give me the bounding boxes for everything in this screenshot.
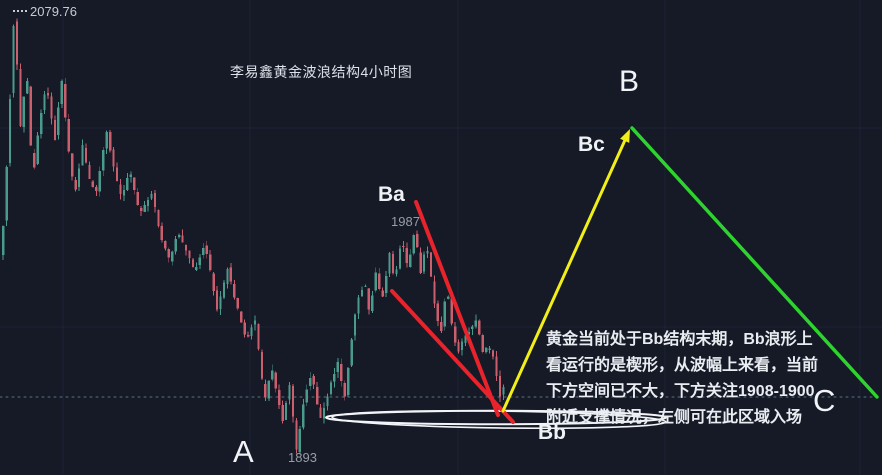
high-price-label: 2079.76: [30, 4, 77, 19]
price-line-dash-marks: [13, 10, 28, 12]
wave-label-bb: Bb: [538, 421, 566, 444]
wave-label-a: A: [233, 434, 254, 469]
analysis-note-line: 看运行的是楔形，从波幅上来看，当前: [546, 357, 819, 374]
wave-label-ba: Ba: [378, 183, 405, 206]
price-label-1987: 1987: [391, 214, 420, 229]
price-label-1893: 1893: [288, 450, 317, 465]
candles-layer: [2, 18, 505, 455]
analysis-note: 黄金当前处于Bb结构末期，Bb浪形上 看运行的是楔形，从波幅上来看，当前 下方空…: [546, 327, 882, 431]
analysis-note-line: 黄金当前处于Bb结构末期，Bb浪形上: [546, 331, 813, 348]
c-projection-line[interactable]: [630, 126, 879, 399]
analysis-note-line: 下方空间已不大，下方关注1908-1900: [546, 383, 815, 400]
bc-projection-arrow[interactable]: [501, 129, 630, 413]
wave-label-c: C: [813, 383, 836, 418]
wedge-lower-trendline[interactable]: [390, 289, 515, 424]
arrow-head: [620, 129, 630, 143]
chart-title: 李易鑫黄金波浪结构4小时图: [230, 64, 413, 80]
wave-label-bc: Bc: [578, 133, 605, 156]
analysis-note-line: 附近支撑情况，左侧可在此区域入场: [546, 409, 803, 426]
wedge-upper-trendline[interactable]: [414, 200, 500, 417]
wave-label-b: B: [619, 65, 640, 98]
entry-zone-ellipse-2[interactable]: [331, 409, 667, 430]
